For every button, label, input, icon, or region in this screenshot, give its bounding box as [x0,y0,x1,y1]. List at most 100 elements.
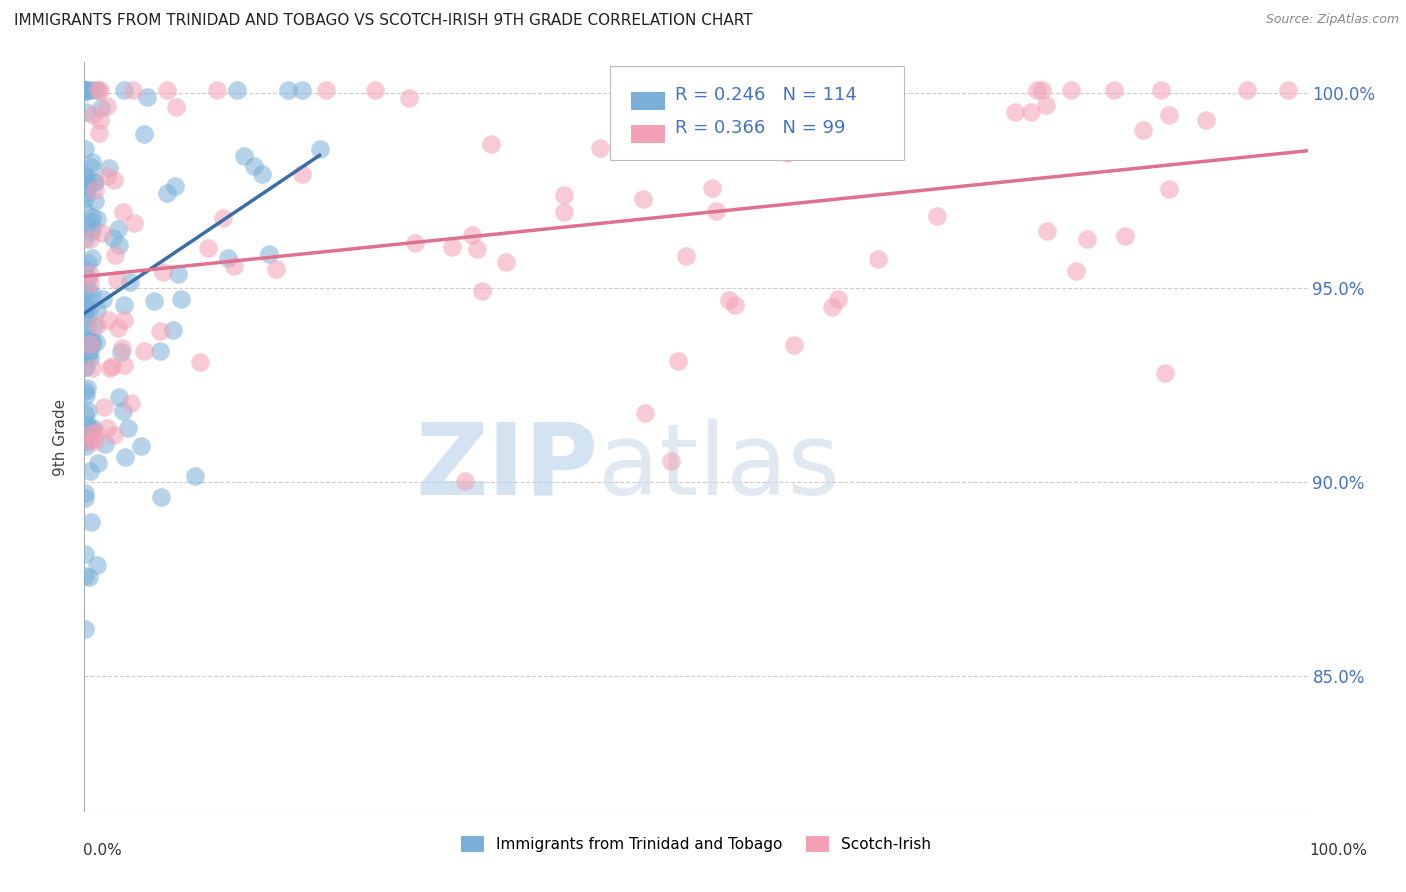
Point [73,359,96,374]
Point [75,311,97,326]
Point [93,401,115,415]
Point [75,178,97,192]
Point [589,141,612,155]
Point [1150,82,1173,96]
Point [82,421,104,435]
Point [101,359,124,374]
Point [243,160,266,174]
Point [398,91,420,105]
Point [120,275,142,289]
Point [80,251,103,265]
Point [166,267,188,281]
Point [454,474,477,488]
Point [110,344,132,359]
Point [277,82,299,96]
Point [77,334,100,348]
FancyBboxPatch shape [631,92,665,110]
Point [308,142,330,156]
Point [1132,122,1154,136]
Point [405,235,427,250]
Point [495,255,517,269]
Point [86,558,108,572]
Point [82,334,104,348]
Point [73,486,96,500]
Point [132,344,155,359]
Point [823,82,845,96]
Point [149,324,172,338]
Point [188,355,211,369]
Point [84,434,107,449]
Point [723,298,745,312]
Point [142,293,165,308]
Point [821,301,844,315]
Point [87,456,110,470]
Point [96,169,118,183]
Point [163,178,186,193]
Point [94,436,117,450]
Point [107,222,129,236]
Point [120,396,142,410]
Point [776,145,799,160]
Point [631,192,654,206]
Point [80,361,103,376]
Point [77,333,100,347]
Point [73,204,96,219]
Point [83,318,105,333]
Point [76,417,98,431]
Point [75,82,97,96]
Point [122,82,145,96]
Point [80,211,103,225]
Point [75,301,97,316]
Text: atlas: atlas [598,418,839,516]
Point [86,302,108,317]
Point [98,361,121,376]
Point [75,288,97,302]
Point [1025,82,1047,96]
Point [553,204,575,219]
Point [76,381,98,395]
Point [103,172,125,186]
Point [364,82,387,96]
Point [80,221,103,235]
Point [1060,82,1083,96]
Point [233,149,256,163]
Point [122,216,145,230]
Point [666,354,689,368]
Point [80,215,103,229]
Point [87,82,110,96]
Point [149,343,172,358]
Y-axis label: 9th Grade: 9th Grade [53,399,69,475]
Point [217,252,239,266]
Point [197,241,219,255]
Point [77,301,100,316]
Point [1157,108,1180,122]
Point [83,175,105,189]
Point [91,226,114,240]
Point [291,82,314,96]
Point [82,107,104,121]
Point [111,341,134,355]
Point [117,421,139,435]
FancyBboxPatch shape [631,125,665,143]
Point [86,318,108,333]
Text: ZIP: ZIP [415,418,598,516]
Point [1153,366,1175,380]
Point [73,491,96,505]
Point [77,404,100,418]
Point [112,298,135,312]
Point [73,142,96,156]
Point [75,301,97,316]
Point [96,421,118,435]
Point [704,204,727,219]
Point [79,351,101,365]
Point [79,276,101,290]
Point [77,420,100,434]
Point [73,384,96,398]
Point [80,160,103,174]
Point [1277,82,1299,96]
Point [707,82,730,96]
Point [207,82,229,96]
Point [80,287,103,301]
Point [1114,229,1136,244]
Point [84,334,107,349]
